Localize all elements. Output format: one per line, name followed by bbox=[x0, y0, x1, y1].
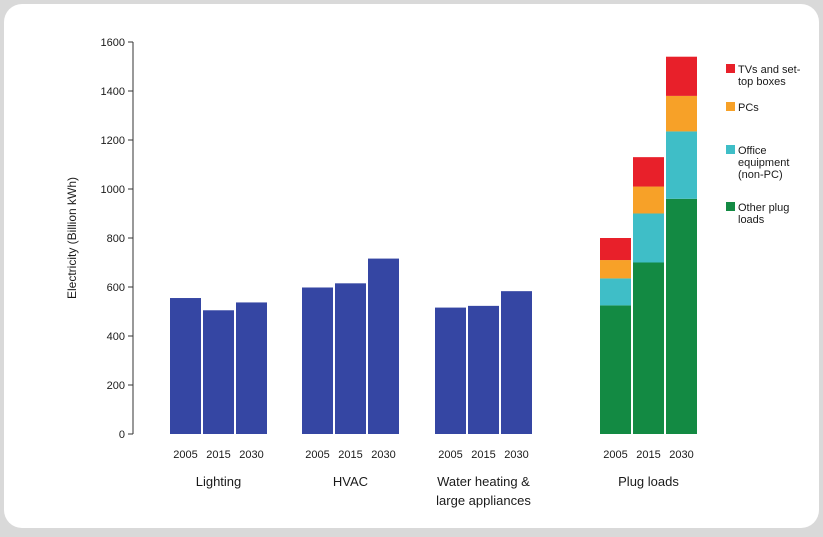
x-group-label: large appliances bbox=[436, 493, 531, 508]
legend-swatch bbox=[726, 64, 735, 73]
bar-segment-pcs bbox=[600, 260, 631, 279]
bar-segment-other bbox=[666, 198, 697, 434]
bar-segment-office bbox=[633, 213, 664, 263]
y-tick-label: 1000 bbox=[101, 184, 125, 196]
x-tick-label: 2015 bbox=[471, 449, 495, 461]
x-tick-label: 2030 bbox=[371, 449, 395, 461]
y-tick-label: 800 bbox=[107, 233, 125, 245]
x-tick-label: 2005 bbox=[173, 449, 197, 461]
bar bbox=[468, 305, 499, 434]
bar bbox=[236, 302, 267, 434]
legend-swatch bbox=[726, 102, 735, 111]
bar bbox=[335, 283, 366, 434]
bar-segment-tvs bbox=[633, 157, 664, 187]
y-tick-label: 600 bbox=[107, 282, 125, 294]
bar-segment-office bbox=[600, 278, 631, 306]
x-tick-label: 2030 bbox=[669, 449, 693, 461]
y-axis: 0 200 400 600 800 1000 1200 1400 1600 bbox=[101, 37, 134, 441]
bar-segment-pcs bbox=[633, 186, 664, 214]
bar-segment-office bbox=[666, 131, 697, 199]
legend-label: equipment bbox=[738, 157, 789, 169]
x-tick-label: 2005 bbox=[603, 449, 627, 461]
legend-label: PCs bbox=[738, 102, 759, 114]
x-group-label: Plug loads bbox=[618, 474, 679, 489]
x-axis-labels: 2005 2015 2030 Lighting 2005 2015 2030 HVAC 2005… bbox=[173, 449, 693, 508]
legend-swatch bbox=[726, 145, 735, 154]
x-group-label: Lighting bbox=[196, 474, 242, 489]
bar bbox=[435, 307, 466, 434]
bar bbox=[203, 310, 234, 434]
bar-segment-other bbox=[633, 262, 664, 434]
bars bbox=[170, 56, 697, 434]
y-axis-title-group: Electricity (Billion kWh) bbox=[65, 177, 79, 299]
x-group-label: HVAC bbox=[333, 474, 368, 489]
x-tick-label: 2015 bbox=[636, 449, 660, 461]
y-axis-title: Electricity (Billion kWh) bbox=[65, 177, 79, 299]
x-tick-label: 2030 bbox=[239, 449, 263, 461]
x-group-label: Water heating & bbox=[437, 474, 530, 489]
legend-label: loads bbox=[738, 214, 765, 226]
x-tick-label: 2005 bbox=[305, 449, 329, 461]
bar bbox=[170, 298, 201, 434]
legend: TVs and set-top boxes PCs Officeequipment(… bbox=[726, 64, 801, 226]
y-tick-label: 400 bbox=[107, 331, 125, 343]
y-tick-label: 1600 bbox=[101, 37, 125, 49]
bar-segment-tvs bbox=[666, 56, 697, 96]
legend-label: (non-PC) bbox=[738, 169, 783, 181]
x-tick-label: 2015 bbox=[338, 449, 362, 461]
bar bbox=[302, 287, 333, 434]
legend-label: TVs and set- bbox=[738, 64, 801, 76]
x-tick-label: 2030 bbox=[504, 449, 528, 461]
bar-segment-pcs bbox=[666, 95, 697, 132]
legend-label: Other plug bbox=[738, 202, 789, 214]
y-tick-label: 1400 bbox=[101, 86, 125, 98]
legend-swatch bbox=[726, 202, 735, 211]
y-tick-label: 1200 bbox=[101, 135, 125, 147]
legend-label: top boxes bbox=[738, 76, 786, 88]
x-tick-label: 2015 bbox=[206, 449, 230, 461]
bar bbox=[501, 291, 532, 434]
x-tick-label: 2005 bbox=[438, 449, 462, 461]
legend-label: Office bbox=[738, 145, 767, 157]
y-tick-label: 200 bbox=[107, 380, 125, 392]
y-tick-label: 0 bbox=[119, 429, 125, 441]
bar-segment-tvs bbox=[600, 238, 631, 261]
bar-segment-other bbox=[600, 305, 631, 434]
bar bbox=[368, 258, 399, 434]
